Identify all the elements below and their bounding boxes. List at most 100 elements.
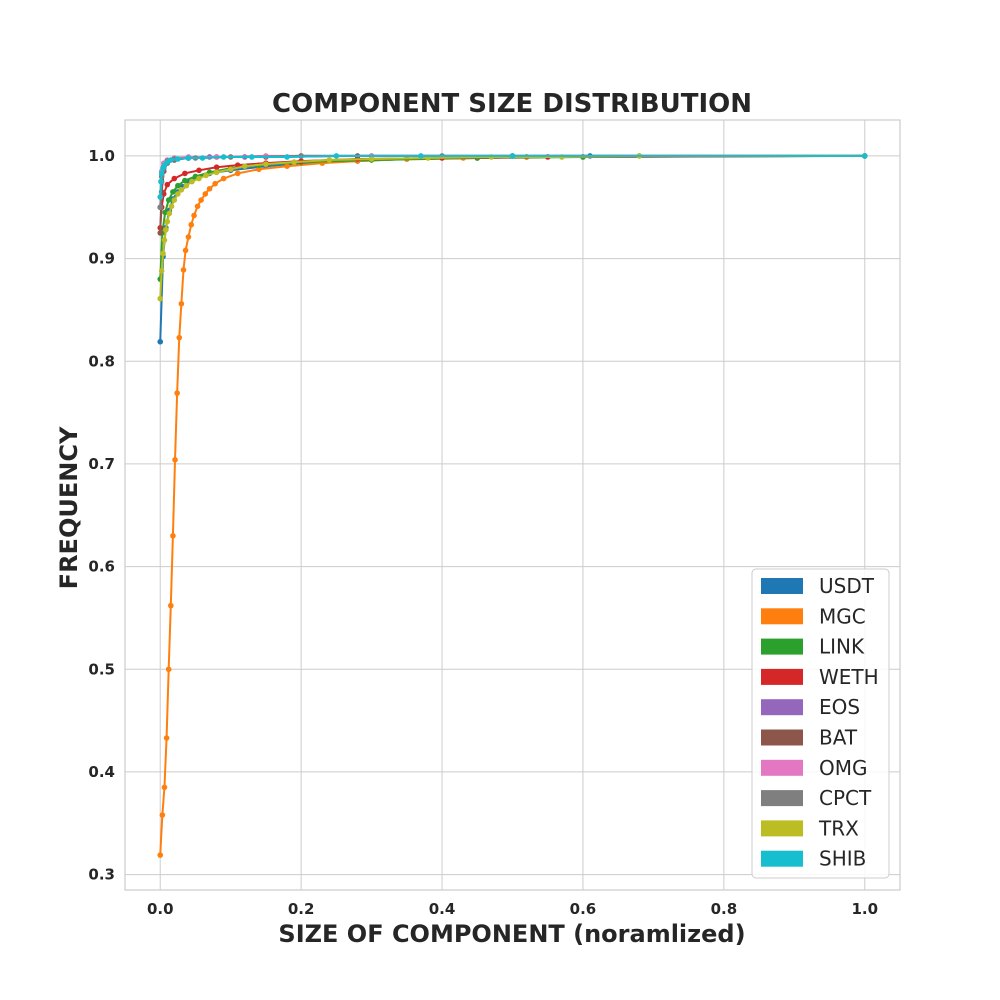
data-point: [164, 181, 171, 188]
data-point: [175, 156, 181, 162]
data-point: [509, 153, 516, 159]
chart-title: COMPONENT SIZE DISTRIBUTION: [272, 89, 752, 119]
data-point: [180, 267, 187, 273]
data-point: [185, 155, 192, 161]
data-point: [199, 155, 206, 161]
y-tick-label: 0.8: [88, 352, 115, 370]
data-point: [263, 161, 269, 167]
data-point: [157, 852, 164, 858]
data-point: [194, 203, 201, 210]
y-tick-label: 0.7: [88, 455, 115, 473]
data-point: [163, 227, 169, 233]
data-point: [202, 191, 209, 197]
x-tick-label: 0.8: [711, 900, 738, 918]
data-point: [165, 197, 172, 203]
data-point: [241, 163, 248, 169]
data-point: [284, 154, 290, 160]
data-point: [171, 175, 178, 182]
data-point: [182, 170, 188, 177]
data-point: [174, 390, 180, 396]
data-point: [418, 153, 424, 159]
legend-swatch: [761, 850, 803, 867]
data-point: [213, 164, 220, 171]
data-point: [203, 172, 209, 179]
x-tick-label: 0.4: [429, 900, 456, 918]
data-point: [172, 457, 178, 463]
data-point: [170, 189, 176, 195]
data-point: [213, 169, 220, 176]
legend-label: USDT: [819, 574, 875, 598]
series-shib: [157, 153, 868, 200]
data-point: [171, 197, 178, 203]
legend-swatch: [761, 578, 803, 594]
data-point: [168, 602, 174, 609]
data-point: [157, 295, 164, 302]
legend-swatch: [761, 820, 803, 837]
data-point: [175, 182, 181, 189]
legend-label: TRX: [818, 816, 859, 840]
legend-swatch: [761, 699, 803, 716]
legend-label: CPCT: [819, 786, 872, 810]
data-point: [168, 157, 174, 163]
data-point: [220, 154, 227, 160]
legend-swatch: [761, 759, 803, 776]
tick-labels: 0.0 0.2 0.4 0.6 0.8 1.0 0.3 0.4 0.5 0.6 0.7 0.8 0.9 1…: [88, 147, 878, 918]
data-point: [178, 300, 185, 307]
data-point: [168, 203, 175, 210]
data-point: [183, 182, 190, 189]
data-point: [178, 187, 185, 193]
data-point: [164, 218, 171, 225]
data-point: [256, 166, 262, 173]
data-point: [185, 234, 192, 240]
x-tick-label: 0.0: [147, 900, 174, 918]
data-point: [161, 784, 168, 791]
data-point: [166, 210, 173, 217]
data-point: [170, 533, 176, 539]
data-point: [182, 177, 188, 184]
data-point: [182, 247, 189, 254]
data-point: [196, 175, 202, 182]
x-tick-label: 0.6: [570, 900, 597, 918]
legend-swatch: [761, 729, 803, 746]
data-point: [163, 735, 170, 741]
x-tick-label: 1.0: [851, 900, 878, 918]
data-point: [162, 209, 168, 216]
data-point: [189, 178, 195, 185]
y-tick-label: 0.5: [88, 660, 115, 678]
data-point: [326, 157, 333, 163]
legend: USDT MGC LINK WETH EOS BAT OMG CPCT TRX SHIB: [751, 568, 890, 879]
data-point: [227, 166, 234, 173]
data-point: [188, 221, 195, 228]
legend-label: OMG: [819, 756, 868, 780]
data-point: [861, 153, 868, 159]
legend-swatch: [761, 668, 803, 685]
data-point: [158, 178, 164, 185]
legend-label: WETH: [819, 665, 879, 689]
y-tick-label: 0.9: [88, 250, 115, 268]
data-point: [191, 212, 197, 219]
y-tick-label: 0.4: [88, 763, 115, 781]
legend-label: LINK: [819, 635, 865, 659]
data-point: [176, 334, 183, 341]
data-point: [157, 194, 164, 200]
plot-frame: [124, 119, 901, 891]
y-tick-label: 0.3: [88, 866, 115, 884]
legend-swatch: [761, 608, 803, 625]
data-point: [157, 204, 164, 211]
series-layer: [157, 153, 868, 858]
data-point: [291, 159, 297, 165]
data-point: [333, 153, 340, 159]
data-point: [212, 180, 218, 187]
data-point: [234, 170, 241, 177]
x-axis-label: SIZE OF COMPONENT (noramlized): [278, 920, 745, 948]
data-point: [284, 163, 290, 169]
legend-swatch: [761, 790, 803, 807]
data-point: [196, 167, 202, 174]
data-point: [220, 175, 227, 182]
data-point: [157, 338, 164, 345]
data-point: [158, 170, 165, 177]
data-point: [368, 156, 375, 162]
x-tick-label: 0.2: [288, 900, 315, 918]
legend-label: BAT: [819, 726, 858, 750]
